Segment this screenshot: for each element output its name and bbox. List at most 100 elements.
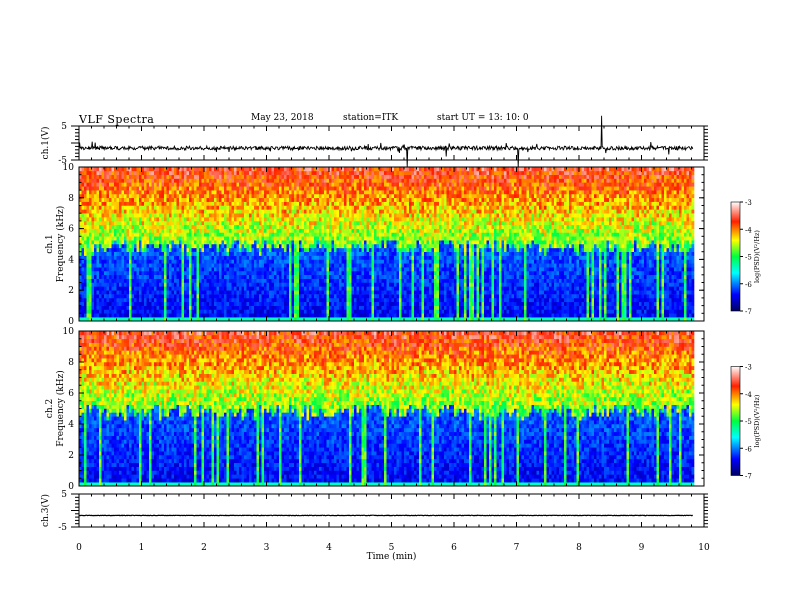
- spectrogram-cell: [359, 197, 362, 202]
- spectrogram-cell: [104, 259, 107, 264]
- spectrogram-cell: [126, 224, 130, 229]
- spectrogram-cell: [184, 305, 187, 310]
- spectrogram-cell: [354, 301, 357, 306]
- spectrogram-cell: [384, 263, 387, 268]
- spectrogram-cell: [224, 263, 227, 268]
- spectrogram-cell: [341, 167, 345, 172]
- spectrogram-cell: [299, 182, 302, 187]
- spectrogram-cell: [169, 313, 172, 318]
- spectrogram-cell: [179, 197, 182, 202]
- spectrogram-cell: [189, 186, 192, 191]
- spectrogram-cell: [81, 294, 85, 299]
- spectrogram-cell: [244, 236, 247, 241]
- spectrogram-cell: [164, 278, 167, 283]
- spectrogram-cell: [374, 251, 377, 256]
- spectrogram-cell: [96, 170, 100, 175]
- spectrogram-cell: [349, 270, 352, 276]
- spectrogram-cell: [201, 251, 205, 256]
- spectrogram-cell: [234, 317, 237, 322]
- spectrogram-cell: [249, 290, 252, 295]
- spectrogram-cell: [86, 309, 90, 314]
- spectrogram-cell: [221, 170, 225, 175]
- spectrogram-cell: [334, 170, 337, 175]
- spectrogram-cell: [366, 282, 370, 287]
- spectrogram-cell: [209, 267, 212, 272]
- spectrogram-cell: [321, 297, 325, 303]
- spectrogram-cell: [339, 317, 342, 322]
- spectrogram-cell: [211, 174, 215, 179]
- spectrogram-cell: [369, 240, 372, 245]
- spectrogram-cell: [301, 309, 305, 314]
- spectrogram-cell: [381, 244, 385, 249]
- spectrogram-cell: [241, 193, 245, 199]
- spectrogram-cell: [209, 217, 212, 222]
- spectrogram-cell: [349, 286, 352, 291]
- spectrogram-cell: [101, 224, 105, 229]
- spectrogram-cell: [259, 236, 262, 241]
- spectrogram-cell: [186, 305, 190, 310]
- spectrogram-cell: [364, 309, 367, 314]
- spectrogram-cell: [261, 290, 265, 295]
- spectrogram-cell: [346, 174, 350, 179]
- spectrogram-cell: [154, 305, 157, 310]
- spectrogram-cell: [129, 244, 132, 249]
- spectrogram-cell: [304, 201, 307, 206]
- spectrogram-cell: [91, 174, 95, 179]
- spectrogram-cell: [301, 186, 305, 191]
- spectrogram-cell: [316, 313, 320, 318]
- spectrogram-cell: [311, 182, 315, 187]
- spectrogram-cell: [329, 193, 332, 199]
- spectrogram-cell: [211, 270, 215, 276]
- spectrogram-cell: [146, 317, 150, 322]
- spectrogram-cell: [339, 201, 342, 206]
- spectrogram-cell: [276, 297, 280, 303]
- spectrogram-cell: [211, 197, 215, 202]
- spectrogram-cell: [221, 224, 225, 229]
- spectrogram-cell: [91, 290, 95, 295]
- spectrogram-cell: [231, 244, 235, 249]
- spectrogram-cell: [299, 305, 302, 310]
- spectrogram-cell: [154, 236, 157, 241]
- spectrogram-cell: [371, 209, 375, 214]
- spectrogram-cell: [81, 170, 85, 175]
- spectrogram-cell: [219, 220, 222, 226]
- spectrogram-cell: [289, 301, 292, 306]
- spectrogram-cell: [361, 278, 365, 283]
- spectrogram-cell: [179, 247, 182, 252]
- spectrogram-cell: [386, 197, 390, 202]
- spectrogram-cell: [219, 217, 222, 222]
- spectrogram-cell: [329, 267, 332, 272]
- spectrogram-cell: [251, 174, 255, 179]
- spectrogram-cell: [89, 263, 92, 268]
- spectrogram-cell: [161, 228, 165, 233]
- spectrogram-cell: [369, 259, 372, 264]
- spectrogram-cell: [344, 197, 347, 202]
- spectrogram-cell: [161, 170, 165, 175]
- spectrogram-cell: [81, 224, 85, 229]
- spectrogram-cell: [244, 301, 247, 306]
- spectrogram-cell: [146, 274, 150, 279]
- spectrogram-cell: [244, 286, 247, 291]
- spectrogram-cell: [291, 232, 295, 237]
- spectrogram-cell: [194, 282, 197, 287]
- spectrogram-cell: [219, 186, 222, 191]
- spectrogram-cell: [134, 267, 137, 272]
- spectrogram-cell: [101, 209, 105, 214]
- spectrogram-cell: [259, 182, 262, 187]
- spectrogram-cell: [339, 182, 342, 187]
- spectrogram-cell: [141, 174, 145, 179]
- spectrogram-cell: [196, 240, 200, 245]
- spectrogram-cell: [166, 236, 170, 241]
- spectrogram-cell: [176, 255, 180, 260]
- spectrogram-cell: [309, 228, 312, 233]
- spectrogram-cell: [111, 220, 115, 226]
- spectrogram-cell: [136, 228, 140, 233]
- spectrogram-cell: [96, 182, 100, 187]
- spectrogram-cell: [101, 317, 105, 322]
- spectrogram-cell: [216, 220, 220, 226]
- spectrogram-cell: [264, 317, 267, 322]
- spectrogram-cell: [111, 278, 115, 283]
- spectrogram-cell: [366, 220, 370, 226]
- spectrogram-cell: [266, 259, 270, 264]
- spectrogram-cell: [99, 244, 102, 249]
